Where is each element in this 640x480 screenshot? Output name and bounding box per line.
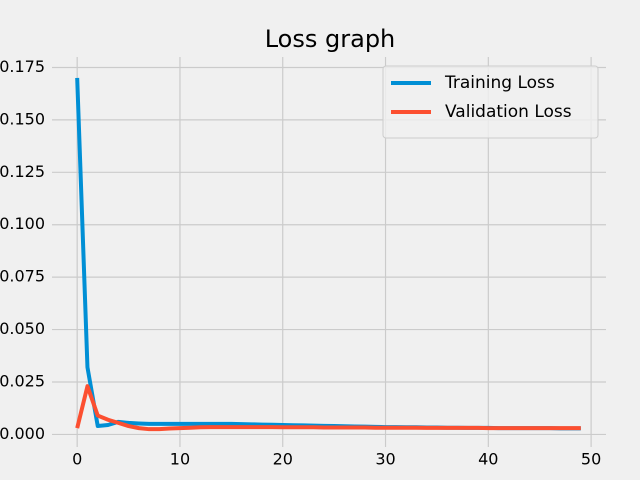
x-axis-label: Epochs number — [252, 477, 409, 480]
y-tick-label: 0.150 — [0, 109, 45, 128]
y-tick-label: 0.100 — [0, 214, 45, 233]
y-tick-label: 0.025 — [0, 372, 45, 391]
y-tick-label: 0.125 — [0, 162, 45, 181]
x-tick-label: 0 — [72, 450, 82, 469]
legend-label: Training Loss — [444, 73, 555, 93]
y-tick-label: 0.050 — [0, 319, 45, 338]
legend-box — [382, 65, 599, 139]
x-tick-label: 30 — [375, 450, 395, 469]
line-series — [75, 384, 581, 432]
legend-label: Validation Loss — [445, 102, 572, 122]
x-tick-label: 50 — [581, 450, 601, 469]
x-tick-label: 10 — [170, 450, 190, 469]
y-tick-label: 0.175 — [0, 57, 45, 76]
x-tick-label: 40 — [478, 450, 498, 469]
x-tick-label: 20 — [273, 450, 293, 469]
chart-title: Loss graph — [265, 25, 396, 53]
y-tick-label: 0.000 — [0, 424, 45, 443]
y-tick-label: 0.075 — [0, 267, 45, 286]
